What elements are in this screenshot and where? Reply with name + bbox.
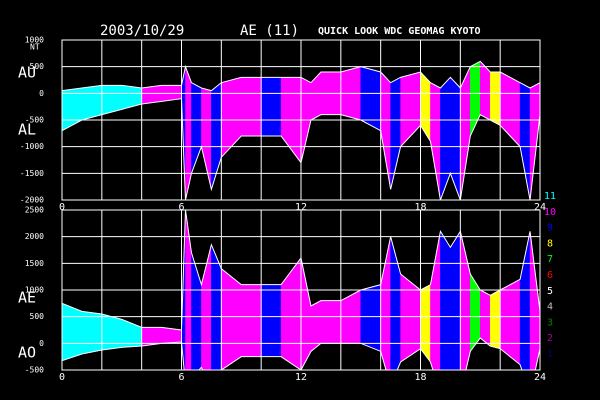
plot xyxy=(62,210,540,370)
y-tick-label: 1500 xyxy=(25,259,44,268)
y-tick-label: 1000 xyxy=(25,286,44,295)
legend-label: 9 xyxy=(547,223,553,234)
y-tick-label: 2500 xyxy=(25,206,44,215)
x-tick-label: 18 xyxy=(414,202,426,213)
band-segment xyxy=(211,244,222,370)
y-tick-label: 1000 xyxy=(25,36,44,45)
band-segment xyxy=(241,284,262,357)
band-segment xyxy=(489,289,501,349)
x-tick-label: 24 xyxy=(534,202,546,213)
y-tick-label: 500 xyxy=(30,312,45,321)
y-tick-label: 500 xyxy=(30,62,45,71)
x-tick-label: 18 xyxy=(414,372,426,383)
plot-frame xyxy=(61,209,541,371)
band-segment xyxy=(81,85,103,121)
y-tick-label: -2000 xyxy=(20,196,44,205)
unit: NT xyxy=(30,43,40,52)
band-segment xyxy=(260,77,282,137)
band-segment xyxy=(241,77,262,137)
band-segment xyxy=(62,303,83,361)
legend-label: 5 xyxy=(547,286,553,297)
band-segment xyxy=(320,300,342,344)
series-line xyxy=(62,98,540,200)
y-tick-label: 0 xyxy=(39,339,44,348)
x-tick-label: 12 xyxy=(295,202,307,213)
legend-label: 1 xyxy=(547,349,553,360)
series-line xyxy=(62,60,540,92)
legend-label: 4 xyxy=(547,302,553,313)
band-segment xyxy=(141,85,162,105)
x-tick-label: 24 xyxy=(534,372,546,383)
date: 2003/10/29 xyxy=(100,23,184,39)
y-tick-label: -500 xyxy=(25,366,44,375)
series-label: AO xyxy=(18,344,36,362)
band-segment xyxy=(260,284,282,357)
index-name: AE (11) xyxy=(240,23,299,39)
series-label: AE xyxy=(18,289,36,307)
band-segment xyxy=(480,289,491,347)
x-tick-label: 12 xyxy=(295,372,307,383)
y-tick-label: 2000 xyxy=(25,232,44,241)
legend-label: 2 xyxy=(547,333,553,344)
x-tick-label: 0 xyxy=(59,202,65,213)
legend-label: 6 xyxy=(547,270,553,281)
band-segment xyxy=(81,311,103,355)
band-segment xyxy=(101,313,122,351)
legend-label: 10 xyxy=(544,207,556,218)
band-segment xyxy=(221,268,242,370)
y-tick-label: -500 xyxy=(25,116,44,125)
series-label: AU xyxy=(18,64,36,82)
y-tick-label: -1500 xyxy=(20,169,44,178)
x-tick-label: 6 xyxy=(178,372,184,383)
band-segment xyxy=(489,71,501,126)
band-segment xyxy=(360,284,381,352)
y-tick-label: 0 xyxy=(39,89,44,98)
legend-label: 8 xyxy=(547,238,553,249)
series-label: AL xyxy=(18,121,36,139)
legend-label: 7 xyxy=(547,254,553,265)
legend-label: 11 xyxy=(544,191,556,202)
x-tick-label: 6 xyxy=(178,202,184,213)
legend-label: 3 xyxy=(547,317,553,328)
x-tick-label: 0 xyxy=(59,372,65,383)
source: QUICK LOOK WDC GEOMAG KYOTO xyxy=(318,26,481,37)
series-line xyxy=(62,210,540,331)
plot-frame xyxy=(61,39,541,201)
y-tick-label: -1000 xyxy=(20,142,44,151)
